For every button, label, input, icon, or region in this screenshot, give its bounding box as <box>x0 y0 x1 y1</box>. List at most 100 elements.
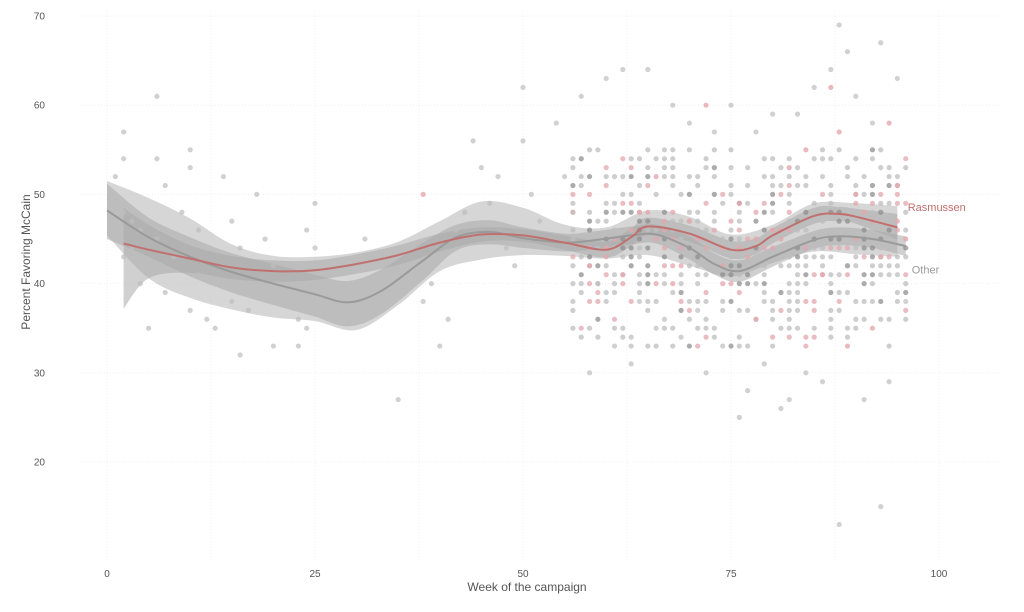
point-other <box>628 245 634 251</box>
point-other <box>728 147 734 153</box>
point-other <box>836 289 842 296</box>
point-other <box>570 200 576 206</box>
point-other <box>828 272 834 278</box>
point-other <box>836 521 842 528</box>
point-rasmussen <box>803 245 809 251</box>
point-other <box>878 298 884 305</box>
point-other <box>803 281 809 287</box>
point-other <box>595 316 601 322</box>
point-other <box>636 289 643 296</box>
point-rasmussen <box>778 236 784 242</box>
point-other <box>412 272 418 278</box>
point-other <box>770 343 776 349</box>
point-other <box>661 147 668 153</box>
point-other <box>894 75 901 82</box>
point-other <box>703 316 709 322</box>
point-other <box>711 325 717 331</box>
point-rasmussen <box>595 289 601 296</box>
point-other <box>894 173 901 180</box>
point-rasmussen <box>620 272 626 278</box>
point-other <box>636 254 643 260</box>
point-other <box>570 263 576 269</box>
point-other <box>636 156 643 162</box>
point-other <box>487 200 493 206</box>
point-rasmussen <box>686 218 693 224</box>
point-other <box>670 147 676 153</box>
point-other <box>645 307 651 313</box>
point-other <box>570 236 576 242</box>
point-other <box>470 138 476 144</box>
point-other <box>670 102 676 108</box>
point-other <box>304 227 310 233</box>
point-other <box>695 272 701 278</box>
point-rasmussen <box>736 200 742 206</box>
point-other <box>578 289 584 296</box>
point-rasmussen <box>728 281 734 287</box>
point-other <box>736 263 742 269</box>
point-other <box>878 209 884 215</box>
point-other <box>711 236 717 242</box>
point-other <box>878 40 884 46</box>
point-other <box>728 343 734 349</box>
point-other <box>611 227 618 233</box>
point-other <box>869 254 876 260</box>
point-other <box>586 218 593 224</box>
point-other <box>628 343 634 349</box>
point-other <box>803 272 809 278</box>
point-other <box>611 343 618 349</box>
point-other <box>853 182 859 189</box>
point-other <box>570 281 576 287</box>
point-other <box>828 281 834 287</box>
point-other <box>819 156 826 162</box>
point-other <box>653 227 659 233</box>
point-other <box>736 414 742 420</box>
point-other <box>819 254 826 260</box>
point-other <box>786 254 792 260</box>
point-other <box>844 173 851 180</box>
point-other <box>121 209 127 215</box>
point-rasmussen <box>745 236 751 242</box>
point-other <box>878 316 884 322</box>
point-other <box>586 325 593 331</box>
point-other <box>894 272 901 278</box>
x-tick-label: 25 <box>309 569 321 580</box>
point-other <box>745 388 751 394</box>
point-rasmussen <box>770 227 776 233</box>
point-other <box>878 263 884 269</box>
point-other <box>162 182 168 189</box>
point-other <box>903 209 909 215</box>
point-other <box>711 147 717 153</box>
point-other <box>578 93 584 99</box>
point-other <box>745 182 751 189</box>
point-other <box>819 218 826 224</box>
point-other <box>262 236 268 242</box>
point-rasmussen <box>586 263 593 269</box>
point-other <box>886 236 892 242</box>
point-other <box>695 254 701 260</box>
point-other <box>711 173 717 180</box>
point-other <box>661 325 668 331</box>
point-other <box>861 396 867 403</box>
point-other <box>736 343 742 349</box>
point-other <box>645 147 651 153</box>
point-other <box>728 182 734 189</box>
point-rasmussen <box>803 147 809 153</box>
point-other <box>728 254 734 260</box>
point-rasmussen <box>811 298 817 305</box>
point-other <box>636 218 643 224</box>
point-other <box>129 218 135 224</box>
point-other <box>828 156 834 162</box>
x-tick-label: 100 <box>931 569 948 580</box>
point-other <box>869 209 876 215</box>
point-rasmussen <box>611 316 618 322</box>
point-other <box>728 102 734 108</box>
point-other <box>761 227 767 233</box>
point-rasmussen <box>420 191 426 197</box>
point-other <box>661 209 668 215</box>
point-other <box>553 120 559 126</box>
point-other <box>745 343 751 349</box>
point-rasmussen <box>703 245 709 251</box>
point-other <box>195 227 202 233</box>
point-rasmussen <box>586 191 593 197</box>
point-other <box>861 298 867 305</box>
